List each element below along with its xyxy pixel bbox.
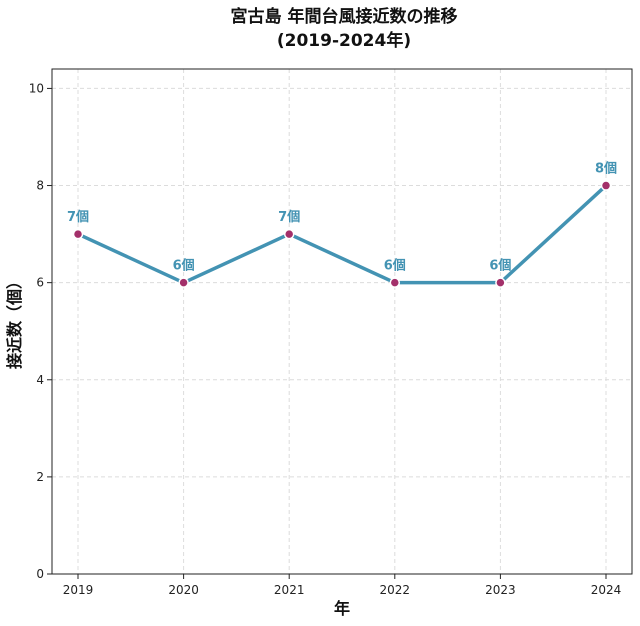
x-tick-label: 2023 [485, 583, 516, 597]
x-axis-label: 年 [334, 599, 350, 618]
data-label: 8個 [595, 161, 617, 177]
data-labels: 7個 6個 7個 6個 6個 8個 [67, 161, 617, 274]
y-tick-label: 8 [36, 179, 44, 193]
data-label: 6個 [489, 258, 511, 274]
x-axis: 2019 2020 2021 2022 2023 2024 [63, 574, 622, 597]
data-label: 7個 [278, 209, 300, 225]
plot-area [51, 68, 633, 575]
series-line [77, 184, 608, 285]
data-label: 7個 [67, 209, 89, 225]
x-tick-label: 2021 [274, 583, 305, 597]
y-axis: 0 2 4 6 8 10 [29, 81, 52, 581]
y-tick-label: 6 [36, 276, 44, 290]
data-label: 6個 [384, 258, 406, 274]
data-point [495, 277, 506, 288]
x-tick-label: 2022 [380, 583, 411, 597]
x-tick-label: 2020 [168, 583, 199, 597]
data-points [72, 180, 612, 288]
data-point [389, 277, 401, 288]
y-tick-label: 2 [36, 470, 44, 484]
data-label: 6個 [173, 258, 195, 274]
y-tick-label: 0 [36, 567, 44, 581]
chart-title-line1: 宮古島 年間台風接近数の推移 [231, 6, 458, 27]
data-point [283, 228, 295, 240]
chart-title-line2: (2019-2024年) [277, 30, 411, 51]
x-tick-label: 2019 [63, 583, 94, 597]
y-axis-label: 接近数（個） [5, 273, 24, 369]
y-tick-label: 4 [36, 373, 44, 387]
data-point [72, 228, 84, 240]
y-tick-label: 10 [29, 81, 44, 95]
grid [52, 69, 632, 575]
x-tick-label: 2024 [591, 583, 622, 597]
data-point [600, 180, 612, 191]
data-point [178, 277, 189, 288]
